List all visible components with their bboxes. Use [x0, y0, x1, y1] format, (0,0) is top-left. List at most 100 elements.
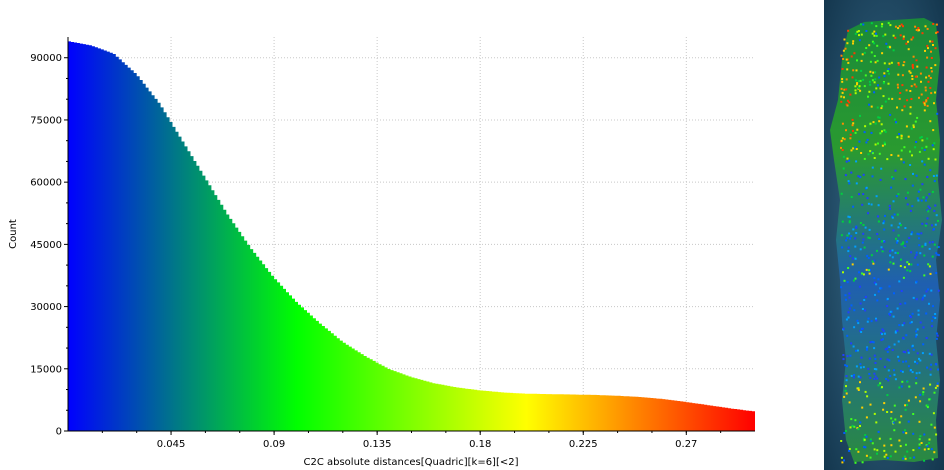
cloud-point [893, 429, 896, 432]
cloud-point [866, 138, 869, 141]
cloud-point [886, 70, 889, 72]
cloud-point [861, 203, 864, 206]
cloud-point [861, 272, 864, 275]
cloud-point [841, 461, 844, 464]
cloud-point [934, 204, 937, 207]
histogram-sample-22 [572, 395, 573, 431]
cloud-point [873, 368, 876, 370]
cloud-point [927, 80, 930, 83]
cloud-point [891, 249, 894, 252]
cloud-point [887, 379, 890, 382]
cloud-point [861, 308, 864, 310]
cloud-point [937, 254, 940, 257]
cloud-point [881, 105, 884, 108]
cloud-point [916, 263, 919, 266]
cloud-point [867, 367, 870, 370]
cloud-point [858, 39, 861, 42]
histogram-sample-27 [686, 402, 687, 431]
cloud-point [881, 52, 884, 55]
cloud-point [880, 339, 883, 341]
cloud-point [934, 317, 937, 319]
cloud-point [915, 382, 918, 385]
cloud-point [846, 99, 849, 102]
cloud-point [845, 129, 847, 132]
cloud-point [936, 384, 939, 387]
cloud-point [931, 255, 934, 258]
cloud-point [887, 68, 890, 71]
cloud-point [902, 457, 905, 460]
cloud-point [873, 55, 876, 57]
cloud-point [907, 351, 910, 354]
cloud-point [936, 112, 939, 115]
cloud-point [931, 319, 934, 322]
cloud-point [875, 317, 877, 320]
cloud-point [876, 249, 878, 252]
cloud-point [840, 192, 843, 195]
cloud-point [853, 326, 856, 329]
cloud-point [902, 276, 905, 279]
cloud-point [850, 235, 853, 238]
cloud-point [852, 40, 855, 43]
cloud-point [908, 70, 911, 73]
cloud-point [865, 435, 868, 438]
cloud-point [842, 354, 845, 356]
cloud-point [846, 58, 849, 61]
cloud-point [912, 449, 915, 452]
cloud-point [876, 44, 879, 47]
cloud-point [869, 403, 872, 406]
cloud-point [923, 163, 926, 166]
cloud-point [842, 167, 845, 170]
cloud-point [929, 40, 932, 43]
cloud-point [918, 438, 921, 441]
cloud-point [921, 160, 924, 163]
cloud-point [882, 35, 885, 38]
cloud-point [873, 42, 876, 45]
cloud-point [863, 445, 866, 448]
cloud-point [857, 322, 860, 325]
cloud-point [928, 442, 931, 445]
cloud-point [881, 386, 883, 389]
cloud-point [895, 195, 898, 198]
cloud-point [875, 319, 878, 322]
cloud-point [870, 131, 873, 134]
cloud-point [859, 222, 862, 224]
cloud-point [890, 154, 893, 156]
cloud-point [863, 299, 866, 301]
cloud-point [864, 446, 867, 449]
cloud-point [928, 302, 930, 305]
cloud-point [856, 319, 859, 322]
cloud-point [863, 157, 866, 160]
cloud-point [881, 328, 884, 331]
cloud-point [912, 66, 914, 69]
cloud-point [854, 277, 857, 280]
cloud-point [915, 298, 918, 301]
cloud-point [868, 228, 871, 231]
cloud-point [889, 375, 892, 377]
cloud-point [930, 353, 933, 356]
cloud-point [935, 332, 938, 335]
cloud-point [931, 458, 934, 461]
cloud-point [869, 122, 872, 125]
cloud-point [860, 33, 863, 36]
cloud-point [897, 355, 900, 358]
cloud-point [896, 83, 899, 86]
cloud-point [904, 351, 907, 354]
cloud-point [840, 87, 843, 90]
cloud-point [873, 157, 876, 159]
cloud-point [914, 256, 917, 259]
cloud-point [903, 146, 906, 149]
cloud-point [864, 434, 867, 437]
cloud-point [913, 456, 916, 459]
x-tick-label: 0.045 [157, 439, 186, 450]
cloud-point [876, 452, 878, 455]
cloud-point [900, 385, 903, 388]
cloud-point [932, 175, 935, 177]
cloud-point [843, 459, 845, 462]
cloud-point [876, 106, 879, 109]
cloud-point [870, 105, 873, 108]
cloud-point [867, 317, 870, 320]
cloud-point [910, 321, 913, 324]
cloud-point [932, 23, 935, 25]
cloud-point [915, 333, 918, 336]
cloud-point [895, 237, 897, 240]
